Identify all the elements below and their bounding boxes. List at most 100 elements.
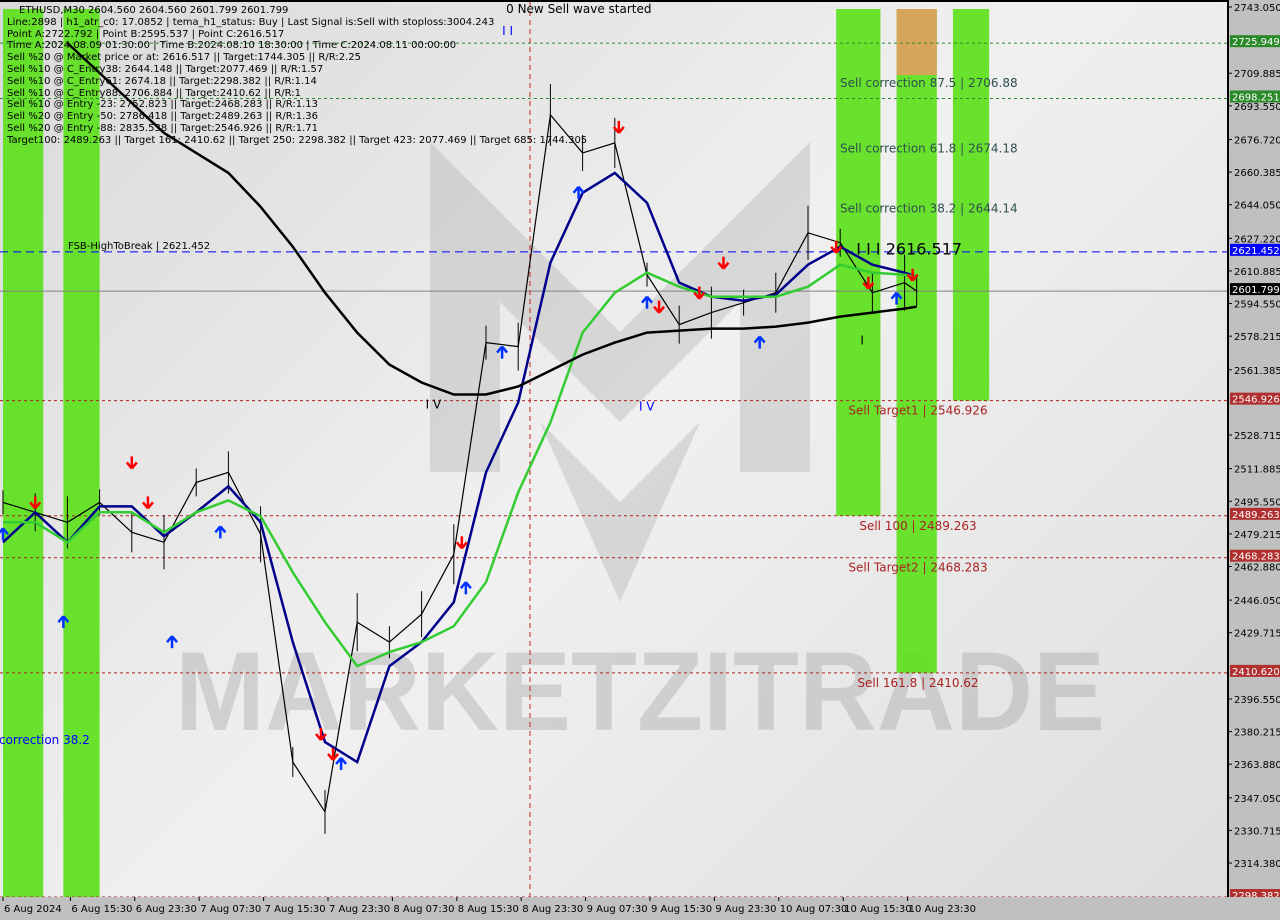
price-tag-bg [1230, 243, 1280, 256]
buy-arrow-icon [641, 295, 653, 309]
y-tick-label: 2743.050 [1234, 3, 1280, 14]
series-price [2, 113, 918, 814]
sell-arrow-icon [717, 256, 730, 270]
sell-arrow-icon [455, 536, 468, 550]
y-tick-label: 2676.720 [1234, 135, 1280, 146]
info-line: Sell %20 @ Market price or at: 2616.517 … [7, 52, 361, 64]
buy-arrow-icon [753, 335, 766, 349]
price-axis[interactable]: 2725.949 2698.251 2621.452 2601.799 2546.926… [1228, 0, 1280, 897]
price-tag: 2298.382 [1232, 891, 1280, 897]
y-tick-label: 2709.885 [1234, 69, 1280, 80]
signal-zone-green [63, 9, 100, 897]
sell-arrow-icon [693, 286, 706, 300]
y-tick-label: 2479.215 [1234, 530, 1280, 541]
correction-label: Sell correction 61.8 | 2674.18 [840, 142, 1018, 156]
info-line: Sell %10 @ C_Entry61: 2674.18 || Target:… [7, 75, 317, 87]
price-tag: 2468.283 [1232, 552, 1280, 563]
watermark-group: MARKETZITRADE [175, 142, 1105, 754]
price-tag: 2621.452 [1232, 246, 1280, 257]
y-tick-label: 2693.550 [1234, 102, 1280, 113]
watermark-m-logo [430, 142, 810, 602]
info-line: Point A:2722.792 | Point B:2595.537 | Po… [7, 28, 285, 40]
y-tick-label: 2446.050 [1234, 596, 1280, 607]
y-tick-label: 2330.715 [1234, 826, 1280, 837]
sell-arrow-icon [612, 120, 625, 134]
info-line: Sell %10 @ C_Entry38: 2644.148 || Target… [7, 63, 324, 75]
info-line: Time A:2024.08.09 01:30:00 | Time B:2024… [7, 40, 457, 52]
correction-label: Sell correction 87.5 | 2706.88 [840, 76, 1018, 90]
y-tick-label: 2314.380 [1234, 859, 1280, 870]
price-tag: 2601.799 [1232, 285, 1280, 296]
y-tick-label: 2462.880 [1234, 562, 1280, 573]
info-line: Target100: 2489.263 || Target 161: 2410.… [7, 134, 588, 146]
x-tick-label: 8 Aug 07:30 [393, 904, 454, 915]
sell-arrow-icon [906, 268, 919, 282]
y-tick-label: 2594.550 [1234, 300, 1280, 311]
x-tick-label: 10 Aug 15:30 [844, 904, 911, 915]
chart-plot-area[interactable]: MARKETZITRADE FSB-HighToBreak | 2621.452 S… [0, 0, 1228, 897]
y-tick-label: 2660.385 [1234, 168, 1280, 179]
y-tick-label: 2347.050 [1234, 794, 1280, 805]
target-label: Sell 100 | 2489.263 [859, 519, 976, 533]
signal-zone-green [896, 9, 937, 673]
wave-annotation: I I [502, 24, 513, 38]
price-tag: 2410.620 [1232, 667, 1280, 678]
y-tick-label: 2627.220 [1234, 234, 1280, 245]
y-tick-label: 2511.885 [1234, 465, 1280, 476]
wave-annotation: I [860, 334, 864, 348]
buy-arrow-icon [57, 615, 70, 629]
watermark-text: MARKETZITRADE [175, 629, 1105, 754]
wave-annotation: I I I 2616.517 [856, 240, 962, 259]
x-tick-label: 9 Aug 07:30 [587, 904, 648, 915]
sell-arrow-icon [125, 456, 138, 470]
sell-arrow-icon [315, 728, 327, 741]
info-line: Sell %10 @ C_Entry88: 2706.884 || Target… [7, 87, 301, 99]
y-tick-label: 2429.715 [1234, 629, 1280, 640]
x-tick-label: 10 Aug 07:30 [780, 904, 847, 915]
series-ma_black [66, 42, 917, 396]
buy-arrow-icon [214, 525, 227, 539]
y-tick-label: 2561.385 [1234, 366, 1280, 377]
buy-arrow-icon [335, 757, 348, 770]
y-tick-label: 2644.050 [1234, 201, 1280, 212]
signal-zone-green [952, 9, 990, 401]
x-tick-label: 6 Aug 15:30 [71, 904, 132, 915]
buy-arrow-icon [572, 186, 585, 199]
price-chart: MARKETZITRADE FSB-HighToBreak | 2621.452 S… [0, 2, 1227, 897]
info-line: Sell %20 @ Entry -88: 2835.538 || Target… [7, 122, 319, 134]
wave-annotation: I I I 2311.728 [289, 895, 368, 897]
correction-label: Sell correction 38.2 | 2644.14 [840, 202, 1018, 216]
fsb-label: FSB-HighToBreak | 2621.452 [68, 241, 210, 252]
wave-annotation: correction 38.2 [0, 733, 90, 747]
buy-arrow-icon [890, 291, 903, 305]
wave-annotation: 0 New Sell wave started [506, 2, 651, 16]
x-tick-label: 7 Aug 23:30 [329, 904, 390, 915]
sell-arrow-icon [29, 496, 42, 510]
target-label: Sell Target1 | 2546.926 [848, 404, 987, 418]
signal-zone-orange [896, 9, 937, 76]
sell-arrow-icon [653, 300, 666, 314]
time-axis[interactable]: 6 Aug 2024 6 Aug 15:30 6 Aug 23:30 7 Aug 07… [0, 897, 1280, 920]
wave-annotation: I V [426, 398, 442, 412]
x-tick-label: 9 Aug 23:30 [715, 904, 776, 915]
price-tag: 2546.926 [1232, 395, 1280, 406]
y-tick-label: 2380.215 [1234, 728, 1280, 739]
y-tick-label: 2578.215 [1234, 332, 1280, 343]
target-label: Sell 161.8 | 2410.62 [857, 676, 978, 690]
buy-arrow-icon [459, 581, 472, 595]
x-tick-label: 10 Aug 23:30 [909, 904, 976, 915]
price-tag: 2489.263 [1232, 510, 1280, 521]
buy-arrow-icon [496, 345, 509, 359]
series-tema [2, 171, 918, 764]
x-tick-label: 7 Aug 15:30 [265, 904, 326, 915]
sell-arrow-icon [830, 240, 843, 254]
sell-arrow-icon [141, 496, 154, 510]
buy-arrow-icon [166, 635, 179, 649]
indicator-info-panel: ETHUSD,M30 2604.560 2604.560 2601.799 26… [7, 5, 587, 147]
x-tick-label: 8 Aug 15:30 [458, 904, 519, 915]
info-line: Sell %10 @ Entry -23: 2752.823 || Target… [7, 99, 319, 111]
y-tick-label: 2495.550 [1234, 497, 1280, 508]
target-label: Sell Target2 | 2468.283 [848, 561, 987, 575]
symbol-header: ETHUSD,M30 2604.560 2604.560 2601.799 26… [19, 5, 289, 16]
info-line: Line:2898 | h1_atr_c0: 17.0852 | tema_h1… [7, 16, 495, 28]
